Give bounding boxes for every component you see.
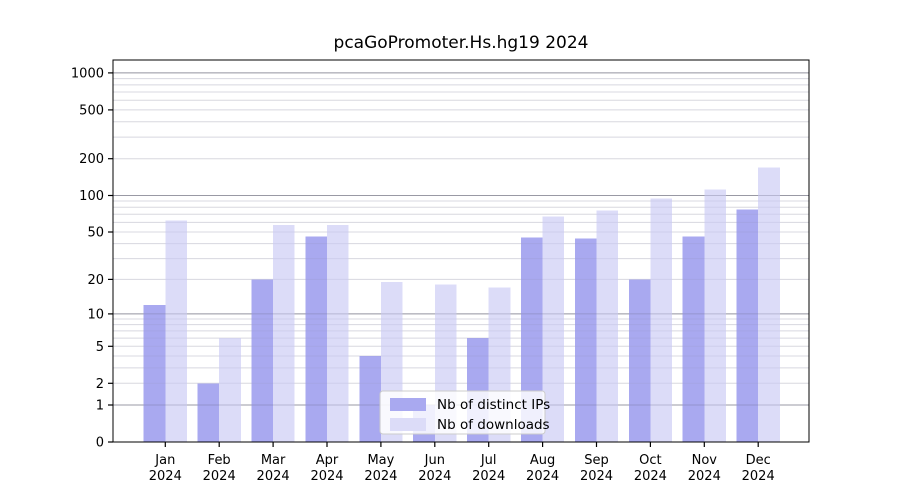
legend-swatch-nb-of-distinct-ips bbox=[390, 398, 426, 411]
y-tick-label: 20 bbox=[87, 273, 104, 288]
x-tick-label-month: Jul bbox=[480, 453, 497, 468]
legend-label-nb-of-distinct-ips: Nb of distinct IPs bbox=[437, 397, 550, 413]
bar-nb-of-downloads-jan bbox=[165, 220, 187, 442]
bar-nb-of-downloads-oct bbox=[650, 198, 672, 442]
x-tick-label-month: Aug bbox=[530, 453, 555, 468]
y-tick-label: 1 bbox=[96, 399, 104, 414]
x-tick-label-year: 2024 bbox=[203, 469, 236, 484]
x-tick-label-month: Dec bbox=[746, 453, 771, 468]
bar-nb-of-downloads-nov bbox=[704, 189, 726, 442]
legend-swatch-nb-of-downloads bbox=[390, 418, 426, 431]
bar-nb-of-downloads-feb bbox=[219, 338, 241, 442]
y-tick-label: 500 bbox=[79, 103, 104, 118]
x-tick-label-month: Jun bbox=[424, 453, 445, 468]
x-tick-label-year: 2024 bbox=[742, 469, 775, 484]
x-tick-label-year: 2024 bbox=[364, 469, 397, 484]
x-tick-label-year: 2024 bbox=[688, 469, 721, 484]
bar-nb-of-downloads-dec bbox=[758, 167, 780, 443]
y-tick-label: 5 bbox=[96, 340, 104, 355]
y-tick-label: 200 bbox=[79, 152, 104, 167]
bar-nb-of-distinct-ips-dec bbox=[736, 209, 759, 442]
bar-nb-of-distinct-ips-nov bbox=[682, 236, 705, 442]
x-tick-label-year: 2024 bbox=[580, 469, 613, 484]
bar-nb-of-distinct-ips-feb bbox=[197, 383, 220, 442]
bar-nb-of-distinct-ips-jan bbox=[143, 305, 166, 442]
chart-title: pcaGoPromoter.Hs.hg19 2024 bbox=[333, 33, 589, 53]
y-tick-label: 50 bbox=[87, 226, 104, 241]
x-tick-label-year: 2024 bbox=[472, 469, 505, 484]
bar-nb-of-distinct-ips-mar bbox=[251, 279, 274, 442]
y-tick-label: 1000 bbox=[71, 66, 104, 81]
x-tick-label-year: 2024 bbox=[418, 469, 451, 484]
y-tick-label: 2 bbox=[96, 377, 104, 392]
bar-nb-of-distinct-ips-apr bbox=[305, 236, 327, 442]
x-tick-label-year: 2024 bbox=[634, 469, 667, 484]
y-tick-label: 0 bbox=[96, 436, 104, 451]
x-tick-label-year: 2024 bbox=[257, 469, 290, 484]
x-tick-label-year: 2024 bbox=[149, 469, 182, 484]
x-tick-label-year: 2024 bbox=[310, 469, 343, 484]
x-tick-label-month: Oct bbox=[639, 453, 661, 468]
y-tick-label: 10 bbox=[87, 307, 104, 322]
bar-nb-of-distinct-ips-oct bbox=[628, 279, 651, 442]
x-tick-label-month: Feb bbox=[208, 453, 231, 468]
y-tick-label: 100 bbox=[79, 189, 104, 204]
x-tick-label-month: Nov bbox=[692, 453, 718, 468]
x-tick-label-month: Sep bbox=[584, 453, 609, 468]
x-tick-label-month: Apr bbox=[316, 453, 339, 468]
bar-nb-of-distinct-ips-sep bbox=[574, 238, 597, 442]
x-tick-label-month: May bbox=[367, 453, 394, 468]
bar-nb-of-downloads-sep bbox=[596, 210, 619, 442]
bar-nb-of-downloads-aug bbox=[542, 216, 565, 442]
plot-frame bbox=[112, 59, 810, 443]
x-tick-label-month: Mar bbox=[261, 453, 286, 468]
x-tick-label-month: Jan bbox=[154, 453, 175, 468]
x-tick-label-year: 2024 bbox=[526, 469, 559, 484]
bar-nb-of-downloads-mar bbox=[273, 225, 295, 442]
bar-nb-of-downloads-apr bbox=[327, 225, 349, 442]
legend-label-nb-of-downloads: Nb of downloads bbox=[437, 417, 550, 433]
bar-nb-of-distinct-ips-may bbox=[359, 356, 381, 442]
